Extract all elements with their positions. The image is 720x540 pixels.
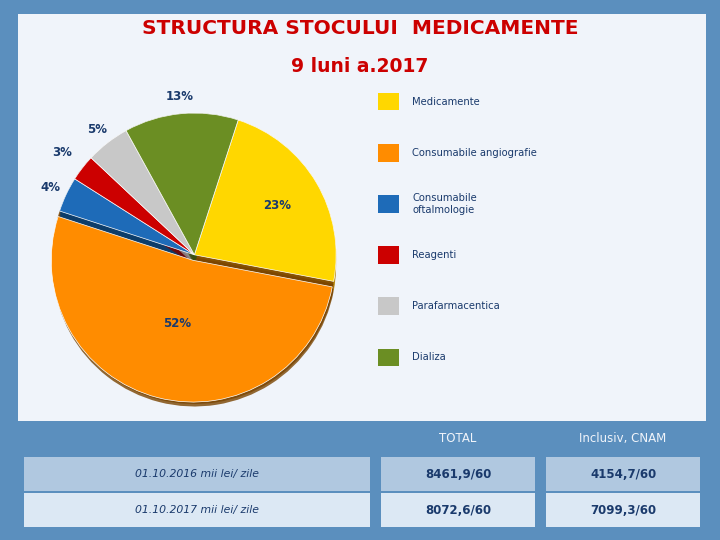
Wedge shape	[53, 213, 333, 399]
FancyBboxPatch shape	[378, 349, 399, 366]
FancyBboxPatch shape	[381, 493, 535, 527]
Wedge shape	[194, 120, 336, 281]
FancyBboxPatch shape	[546, 493, 700, 527]
FancyBboxPatch shape	[546, 421, 700, 455]
FancyBboxPatch shape	[378, 298, 399, 315]
Wedge shape	[60, 181, 194, 257]
Text: 9 luni a.2017: 9 luni a.2017	[292, 57, 428, 76]
Wedge shape	[53, 219, 333, 404]
Text: Dializa: Dializa	[413, 353, 446, 362]
Wedge shape	[53, 221, 333, 407]
Wedge shape	[53, 216, 333, 402]
Wedge shape	[75, 168, 194, 265]
FancyBboxPatch shape	[378, 93, 399, 111]
Text: Parafarmacentica: Parafarmacentica	[413, 301, 500, 311]
FancyBboxPatch shape	[381, 457, 535, 491]
Wedge shape	[126, 113, 238, 255]
Wedge shape	[91, 140, 194, 265]
Text: TOTAL: TOTAL	[439, 431, 477, 444]
FancyBboxPatch shape	[378, 195, 399, 213]
Text: 8461,9/60: 8461,9/60	[425, 468, 491, 481]
Wedge shape	[91, 131, 194, 255]
Wedge shape	[194, 127, 336, 289]
Text: 01.10.2016 mii lei/ zile: 01.10.2016 mii lei/ zile	[135, 469, 258, 479]
Wedge shape	[91, 136, 194, 260]
Text: 3%: 3%	[53, 146, 72, 159]
Wedge shape	[91, 133, 194, 257]
Text: Medicamente: Medicamente	[413, 97, 480, 106]
Wedge shape	[75, 160, 194, 257]
Wedge shape	[194, 125, 336, 286]
Wedge shape	[194, 130, 336, 291]
Wedge shape	[194, 123, 336, 284]
Wedge shape	[194, 120, 336, 281]
Text: Reagenti: Reagenti	[413, 250, 456, 260]
Wedge shape	[126, 118, 238, 260]
Wedge shape	[75, 163, 194, 260]
Wedge shape	[126, 116, 238, 257]
Text: Consumabile angiografie: Consumabile angiografie	[413, 148, 537, 158]
FancyBboxPatch shape	[24, 421, 370, 455]
Text: Consumabile
oftalmologie: Consumabile oftalmologie	[413, 193, 477, 215]
Text: Inclusiv, CNAM: Inclusiv, CNAM	[580, 431, 667, 444]
Text: 4%: 4%	[41, 181, 60, 194]
Text: 7099,3/60: 7099,3/60	[590, 504, 656, 517]
Text: 52%: 52%	[163, 317, 191, 330]
Wedge shape	[60, 179, 194, 255]
Wedge shape	[60, 184, 194, 260]
FancyBboxPatch shape	[381, 421, 535, 455]
Wedge shape	[75, 165, 194, 262]
Wedge shape	[126, 123, 238, 265]
Wedge shape	[60, 179, 194, 255]
FancyBboxPatch shape	[24, 457, 370, 491]
Text: STRUCTURA STOCULUI  MEDICAMENTE: STRUCTURA STOCULUI MEDICAMENTE	[142, 19, 578, 38]
Wedge shape	[91, 131, 194, 255]
Wedge shape	[51, 217, 332, 402]
FancyBboxPatch shape	[378, 246, 399, 264]
FancyBboxPatch shape	[18, 14, 706, 421]
Text: 23%: 23%	[264, 199, 292, 212]
Text: 5%: 5%	[87, 123, 107, 136]
Wedge shape	[91, 138, 194, 262]
Wedge shape	[53, 211, 333, 396]
Wedge shape	[126, 113, 238, 255]
Text: 8072,6/60: 8072,6/60	[425, 504, 491, 517]
Wedge shape	[126, 120, 238, 262]
Wedge shape	[60, 189, 194, 265]
Wedge shape	[60, 186, 194, 262]
Text: 4154,7/60: 4154,7/60	[590, 468, 656, 481]
Wedge shape	[75, 158, 194, 255]
FancyBboxPatch shape	[378, 144, 399, 161]
Text: 01.10.2017 mii lei/ zile: 01.10.2017 mii lei/ zile	[135, 505, 258, 515]
Wedge shape	[75, 158, 194, 255]
Text: 13%: 13%	[166, 90, 194, 103]
FancyBboxPatch shape	[24, 493, 370, 527]
FancyBboxPatch shape	[546, 457, 700, 491]
